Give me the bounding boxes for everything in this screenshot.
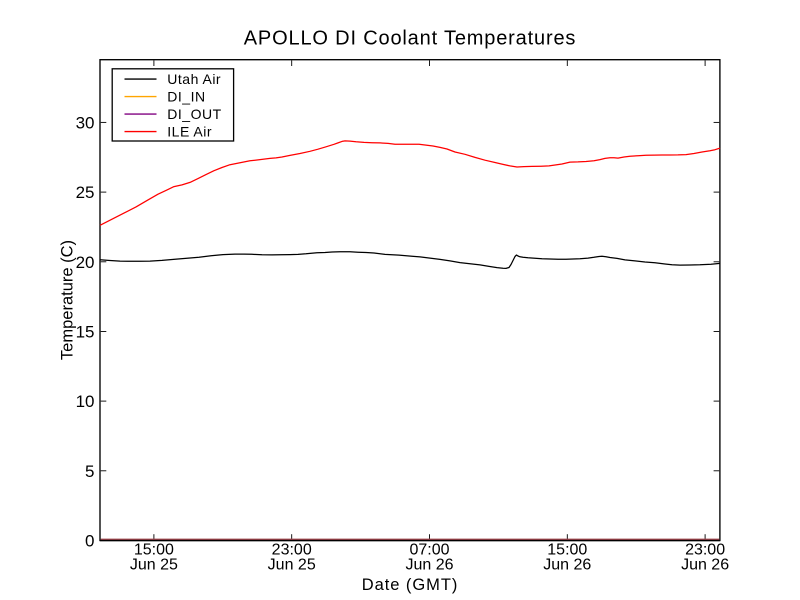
- svg-text:Jun 25: Jun 25: [130, 557, 178, 574]
- svg-text:Jun 26: Jun 26: [543, 557, 591, 574]
- svg-text:10: 10: [76, 392, 95, 411]
- svg-text:Date (GMT): Date (GMT): [362, 576, 459, 594]
- svg-text:25: 25: [76, 183, 95, 202]
- svg-text:DI_IN: DI_IN: [167, 89, 205, 105]
- svg-text:Utah Air: Utah Air: [167, 71, 221, 87]
- svg-text:APOLLO DI Coolant Temperatures: APOLLO DI Coolant Temperatures: [244, 27, 576, 49]
- svg-text:23:00: 23:00: [272, 542, 312, 559]
- svg-text:Jun 26: Jun 26: [681, 557, 729, 574]
- svg-text:23:00: 23:00: [685, 542, 725, 559]
- svg-text:15: 15: [76, 323, 95, 342]
- svg-text:30: 30: [76, 113, 95, 132]
- svg-text:15:00: 15:00: [547, 542, 587, 559]
- svg-text:20: 20: [76, 253, 95, 272]
- svg-text:5: 5: [85, 462, 94, 481]
- svg-text:0: 0: [85, 532, 94, 551]
- svg-text:Jun 25: Jun 25: [268, 557, 316, 574]
- svg-text:07:00: 07:00: [409, 542, 449, 559]
- svg-text:Temperature (C): Temperature (C): [58, 240, 76, 360]
- svg-text:15:00: 15:00: [134, 542, 174, 559]
- svg-text:ILE Air: ILE Air: [167, 124, 212, 140]
- svg-text:DI_OUT: DI_OUT: [167, 106, 221, 122]
- svg-text:Jun 26: Jun 26: [405, 557, 453, 574]
